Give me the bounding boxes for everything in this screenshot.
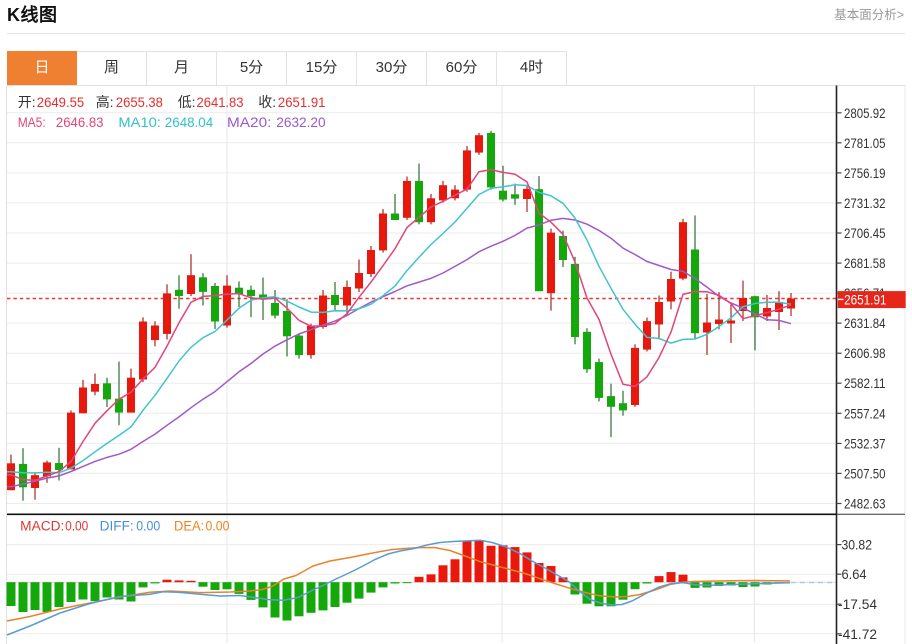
- svg-text:2532.37: 2532.37: [844, 435, 886, 451]
- svg-text:2507.50: 2507.50: [844, 465, 886, 481]
- svg-text:2651.91: 2651.91: [844, 292, 887, 308]
- svg-text:2706.45: 2706.45: [844, 225, 886, 241]
- svg-text:30.82: 30.82: [842, 537, 873, 553]
- svg-text:2756.19: 2756.19: [844, 165, 886, 181]
- svg-text:2631.84: 2631.84: [844, 315, 886, 331]
- svg-text:2606.98: 2606.98: [844, 345, 886, 361]
- svg-text:开:2649.55高:2655.38低:2641.83收:2: 开:2649.55 高: 2655.38 低:2641.83 收: 2651.91: [18, 94, 326, 110]
- svg-text:2681.58: 2681.58: [844, 255, 886, 271]
- svg-text:2781.05: 2781.05: [844, 135, 886, 151]
- svg-text:2582.11: 2582.11: [844, 375, 886, 391]
- svg-text:6.64: 6.64: [842, 566, 867, 582]
- svg-text:-41.72: -41.72: [838, 626, 877, 642]
- svg-text:2731.32: 2731.32: [844, 195, 886, 211]
- svg-text:2557.24: 2557.24: [844, 405, 886, 421]
- svg-text:2482.63: 2482.63: [844, 496, 886, 512]
- svg-text:-17.54: -17.54: [838, 596, 877, 612]
- svg-text:2805.92: 2805.92: [844, 105, 886, 121]
